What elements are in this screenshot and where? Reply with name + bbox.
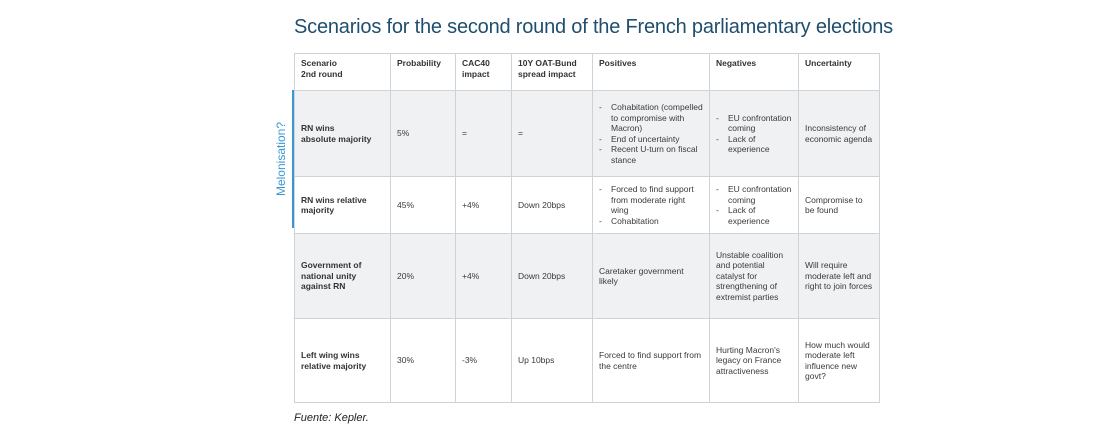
list-item: Forced to find support from moderate rig…: [599, 184, 703, 216]
cac40-cell: =: [455, 90, 512, 177]
negatives-cell: Hurting Macron's legacy on France attrac…: [709, 318, 799, 403]
spread-cell: =: [511, 90, 593, 177]
uncertainty-cell: Compromise to be found: [798, 176, 880, 234]
list-item: End of uncertainty: [599, 134, 703, 145]
list-item: Cohabitation (compelled to compromise wi…: [599, 102, 703, 134]
positives-cell: Cohabitation (compelled to compromise wi…: [592, 90, 710, 177]
scenario-cell: RN wins relative majority: [294, 176, 391, 234]
header-negatives: Negatives: [709, 53, 799, 91]
header-row: Scenario 2nd round Probability CAC40 impac…: [294, 53, 880, 91]
list-item: Cohabitation: [599, 216, 703, 227]
uncertainty-cell: How much would moderate left influence n…: [798, 318, 880, 403]
melonisation-bracket: Melonisation?: [270, 90, 296, 228]
probability-cell: 5%: [390, 90, 456, 177]
cac40-cell: +4%: [455, 233, 512, 319]
positives-cell: Forced to find support from the centre: [592, 318, 710, 403]
spread-cell: Down 20bps: [511, 176, 593, 234]
header-scenario: Scenario 2nd round: [294, 53, 391, 91]
probability-cell: 45%: [390, 176, 456, 234]
table-row: Left wing wins relative majority 30% -3% …: [294, 318, 880, 403]
list-item: EU confrontation coming: [716, 113, 792, 134]
list-item: Lack of experience: [716, 134, 792, 155]
header-probability: Probability: [390, 53, 456, 91]
negatives-cell: EU confrontation coming Lack of experien…: [709, 90, 799, 177]
table-row: Government of national unity against RN 20…: [294, 233, 880, 319]
cac40-cell: -3%: [455, 318, 512, 403]
positives-cell: Forced to find support from moderate rig…: [592, 176, 710, 234]
melonisation-label: Melonisation?: [274, 121, 288, 197]
list-item: Lack of experience: [716, 205, 792, 226]
spread-cell: Down 20bps: [511, 233, 593, 319]
negatives-cell: EU confrontation coming Lack of experien…: [709, 176, 799, 234]
list-item: EU confrontation coming: [716, 184, 792, 205]
header-positives: Positives: [592, 53, 710, 91]
cac40-cell: +4%: [455, 176, 512, 234]
header-spread: 10Y OAT-Bund spread impact: [511, 53, 593, 91]
spread-cell: Up 10bps: [511, 318, 593, 403]
scenarios-table: Scenario 2nd round Probability CAC40 impac…: [294, 53, 880, 403]
header-cac40: CAC40 impact: [455, 53, 512, 91]
bracket-line: [292, 90, 294, 228]
page-title: Scenarios for the second round of the Fr…: [294, 16, 893, 38]
scenarios-table-wrap: Scenario 2nd round Probability CAC40 impac…: [294, 53, 880, 403]
probability-cell: 30%: [390, 318, 456, 403]
scenario-cell: RN wins absolute majority: [294, 90, 391, 177]
negatives-cell: Unstable coalition and potential catalys…: [709, 233, 799, 319]
table-row: RN wins relative majority 45% +4% Down 20…: [294, 176, 880, 234]
probability-cell: 20%: [390, 233, 456, 319]
positives-cell: Caretaker government likely: [592, 233, 710, 319]
header-uncertainty: Uncertainty: [798, 53, 880, 91]
scenario-cell: Left wing wins relative majority: [294, 318, 391, 403]
source-note: Fuente: Kepler.: [294, 412, 369, 424]
uncertainty-cell: Will require moderate left and right to …: [798, 233, 880, 319]
uncertainty-cell: Inconsistency of economic agenda: [798, 90, 880, 177]
list-item: Recent U-turn on fiscal stance: [599, 144, 703, 165]
scenario-cell: Government of national unity against RN: [294, 233, 391, 319]
